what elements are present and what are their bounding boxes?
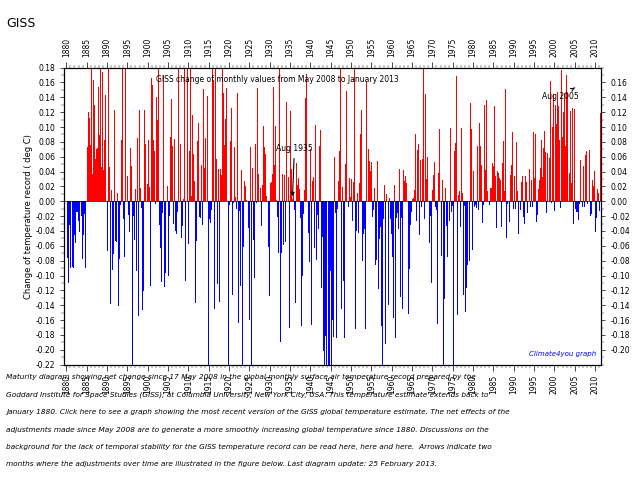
Text: Aug 1935: Aug 1935	[276, 144, 313, 195]
Text: Aug 2005: Aug 2005	[543, 88, 579, 101]
Text: background for the lack of temporal stability for the GISS temperature record ca: background for the lack of temporal stab…	[6, 444, 492, 450]
Text: Climate4you graph: Climate4you graph	[529, 351, 596, 357]
Text: Maturity diagram showing net change since 17 May 2008 in the global monthly surf: Maturity diagram showing net change sinc…	[6, 374, 476, 381]
Text: adjustments made since May 2008 are to generate a more smoothly increasing globa: adjustments made since May 2008 are to g…	[6, 426, 489, 433]
Text: January 1880. Click here to see a graph showing the most recent version of the G: January 1880. Click here to see a graph …	[6, 409, 510, 415]
Text: months where the adjustments over time are illustrated in the figure below. Last: months where the adjustments over time a…	[6, 461, 437, 468]
Text: Goddard Institute for Space Studies (GISS), at Columbia University, New York Cit: Goddard Institute for Space Studies (GIS…	[6, 392, 489, 398]
Text: GISS: GISS	[6, 17, 36, 30]
Y-axis label: Change of temperature record ( deg C): Change of temperature record ( deg C)	[24, 134, 33, 298]
Text: GISS change of monthly values from May 2008 to January 2013: GISS change of monthly values from May 2…	[156, 75, 398, 84]
